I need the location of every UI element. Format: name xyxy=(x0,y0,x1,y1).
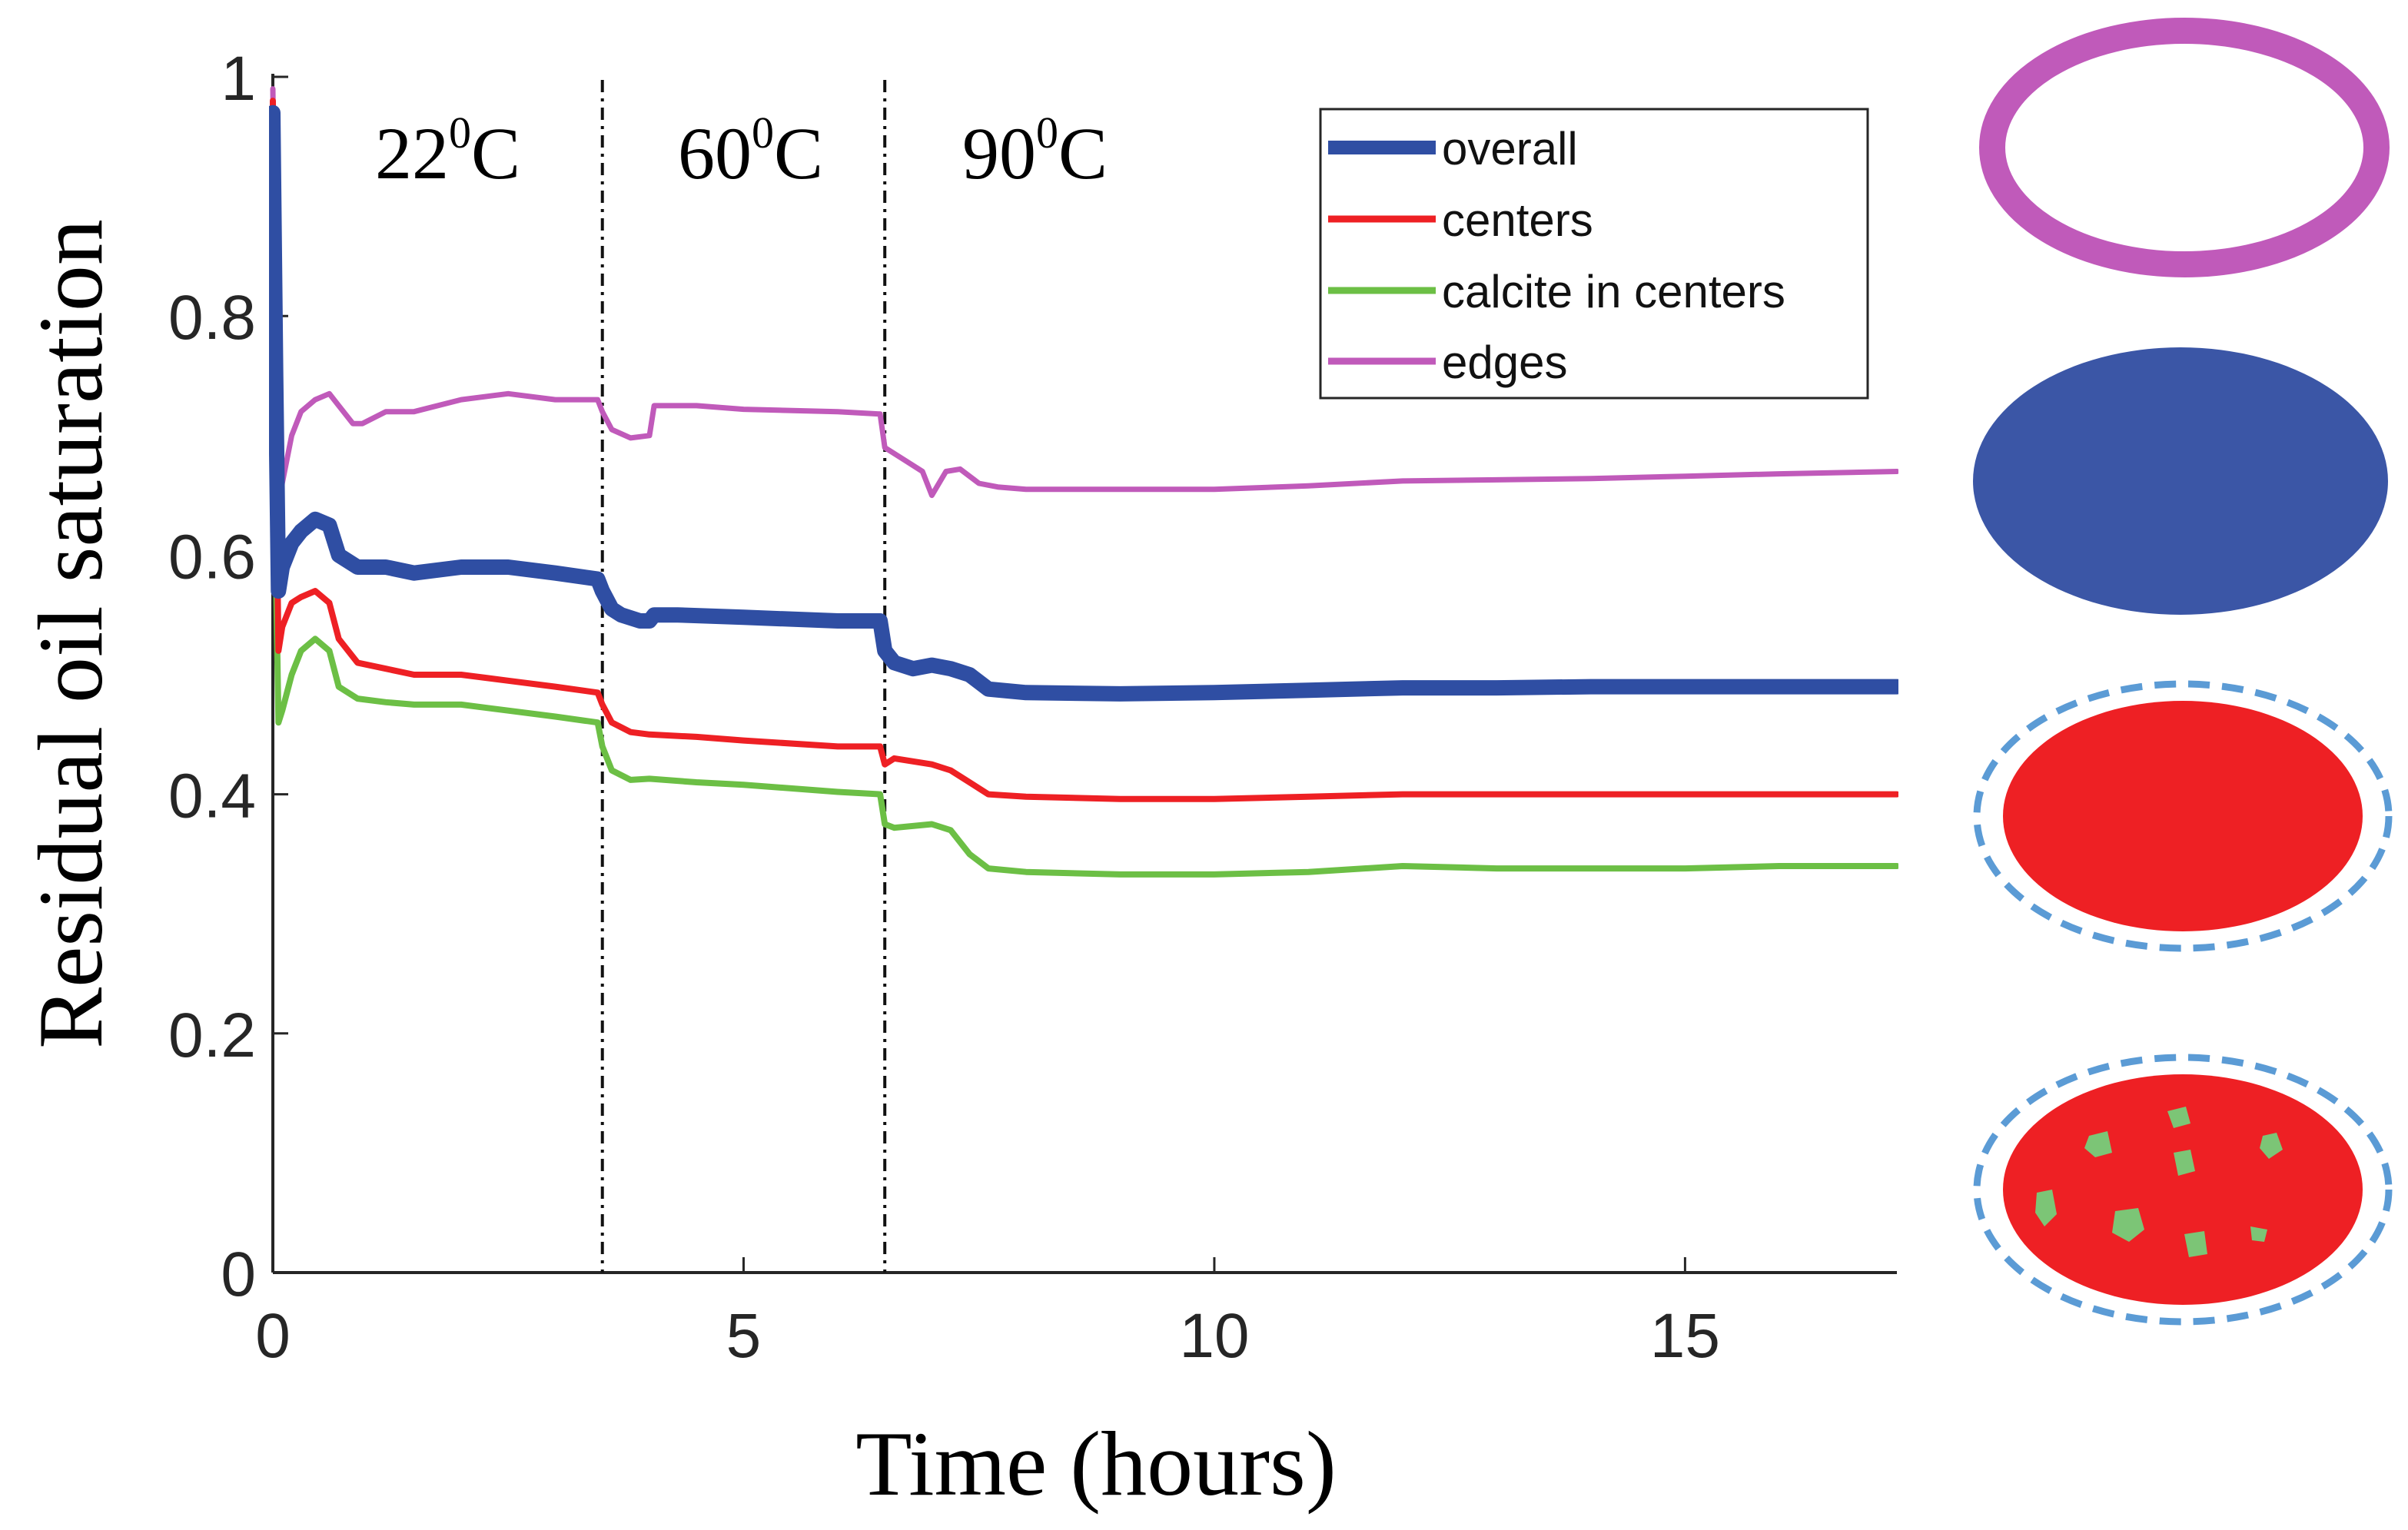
y-tick-label: 0.6 xyxy=(168,522,256,592)
region-label-60c: 600C xyxy=(678,108,823,194)
schematic-centers-ellipse xyxy=(2003,701,2363,931)
calcite-grain xyxy=(2250,1226,2267,1242)
calcite-grain xyxy=(2184,1231,2207,1257)
y-tick-label: 0 xyxy=(221,1240,256,1309)
temperature-dividers xyxy=(600,80,887,1273)
calcite-grain xyxy=(2167,1107,2190,1128)
series-line-centers xyxy=(270,98,1898,802)
y-axis-title: Residual oil saturation xyxy=(19,219,121,1049)
x-axis-title: Time (hours) xyxy=(855,1412,1337,1515)
x-tick-label: 15 xyxy=(1650,1301,1720,1371)
calcite-grain xyxy=(2174,1150,2195,1176)
series-line-overall xyxy=(269,105,1898,702)
y-tick-label: 0.4 xyxy=(168,762,256,831)
y-tick-label: 0.8 xyxy=(168,283,256,353)
region-label-22c: 220C xyxy=(375,108,520,194)
legend-label-calcite-in-centers: calcite in centers xyxy=(1442,266,1785,317)
calcite-grain xyxy=(2112,1208,2144,1242)
schematic-calcite-boundary xyxy=(1973,1054,2393,1326)
y-tick-label: 0.2 xyxy=(168,1001,256,1070)
y-tick-label: 1 xyxy=(221,44,256,114)
legend-label-edges: edges xyxy=(1442,337,1567,388)
schematic-centers-boundary xyxy=(1973,680,2393,952)
calcite-grain xyxy=(2084,1131,2112,1157)
ticks: 0 5 10 15 0 0.2 0.4 0.6 0.8 1 xyxy=(168,44,1720,1371)
legend-box xyxy=(1319,108,1869,400)
schematic-edges-ring xyxy=(1979,18,2390,277)
x-tick-label: 0 xyxy=(255,1301,291,1371)
schematic-overall-ellipse xyxy=(1973,347,2388,615)
series-line-edges xyxy=(270,86,1898,523)
legend-label-overall: overall xyxy=(1442,123,1578,174)
x-tick-label: 10 xyxy=(1179,1301,1249,1371)
x-tick-label: 5 xyxy=(726,1301,762,1371)
calcite-grains xyxy=(2035,1107,2283,1257)
region-label-90c: 900C xyxy=(962,108,1108,194)
series-lines xyxy=(269,86,1898,878)
calcite-grain xyxy=(2035,1190,2057,1226)
legend: overall centers calcite in centers edges xyxy=(1319,108,1869,400)
schematic-calcite-ellipse xyxy=(2003,1074,2363,1305)
legend-label-centers: centers xyxy=(1442,194,1593,246)
region-schematics xyxy=(1973,18,2393,1326)
series-line-calcite-in-centers xyxy=(270,121,1898,878)
region-labels: 220C 600C 900C xyxy=(375,108,1108,194)
calcite-grain xyxy=(2260,1133,2283,1159)
